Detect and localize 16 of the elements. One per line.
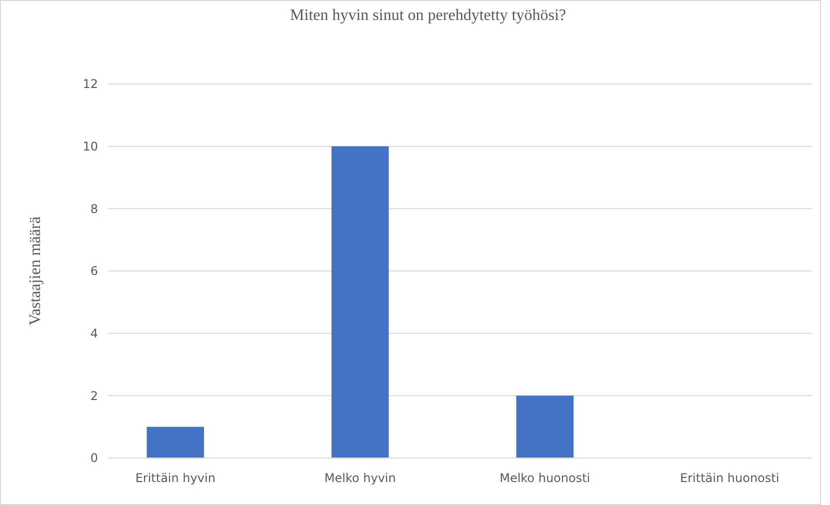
bar <box>146 426 204 458</box>
y-tick-label: 6 <box>90 264 98 278</box>
bar <box>516 396 574 458</box>
y-axis-title: Vastaajien määrä <box>27 216 44 326</box>
x-tick-label: Melko hyvin <box>324 471 396 485</box>
x-tick-label: Erittäin hyvin <box>135 471 216 485</box>
y-tick-label: 2 <box>90 388 98 403</box>
chart-title: Miten hyvin sinut on perehdytetty työhösi? <box>290 7 566 24</box>
x-tick-label: Melko huonosti <box>500 471 590 485</box>
y-tick-label: 12 <box>82 77 98 92</box>
y-tick-label: 10 <box>82 140 98 154</box>
y-tick-label: 0 <box>90 451 98 466</box>
x-tick-label: Erittäin huonosti <box>680 471 780 485</box>
bar <box>331 146 389 458</box>
y-tick-label: 4 <box>90 326 98 341</box>
y-tick-label: 8 <box>90 202 98 216</box>
